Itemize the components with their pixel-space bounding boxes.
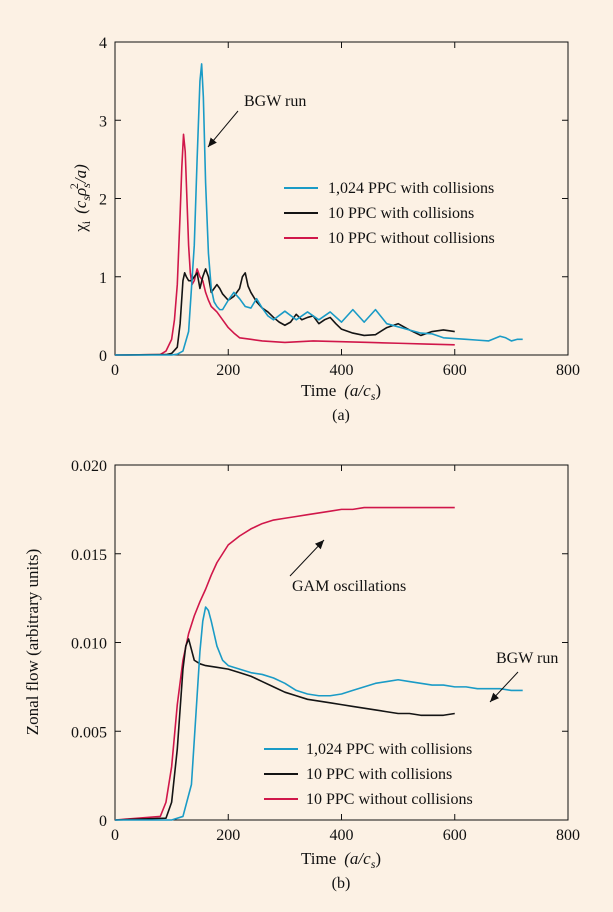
x-tick-label: 600 — [443, 827, 467, 844]
x-tick-label: 400 — [330, 827, 354, 844]
panel-b-legend: 1,024 PPC with collisions 10 PPC with co… — [264, 741, 473, 808]
panel-b-annotation-gam: GAM oscillations — [289, 539, 406, 595]
y-tick-label: 0.010 — [71, 636, 107, 653]
panel-b-caption: (b) — [332, 875, 351, 892]
panel-b-x-tick-labels: 0 200 400 600 800 — [111, 827, 580, 844]
x-tick-label: 800 — [556, 827, 580, 844]
panel-a-x-tick-labels: 0 200 400 600 800 — [111, 362, 580, 379]
y-tick-label: 0.020 — [71, 458, 107, 475]
y-tick-label: 0.015 — [71, 547, 107, 564]
panel-b-x-axis-label: Time (a/cs) — [301, 849, 381, 871]
annotation-arrow — [489, 671, 519, 703]
x-tick-label: 0 — [111, 827, 119, 844]
panel-b-y-tick-labels: 0 0.005 0.010 0.015 0.020 — [71, 458, 107, 830]
annotation-label: GAM oscillations — [292, 578, 406, 595]
y-tick-label: 3 — [99, 113, 107, 130]
series-line-1a9bc6 — [115, 606, 523, 821]
x-tick-label: 400 — [330, 362, 354, 379]
annotation-arrow — [289, 539, 325, 577]
panel-b-annotation-bgw: BGW run — [489, 650, 558, 703]
x-tick-label: 0 — [111, 362, 119, 379]
y-tick-label: 0 — [99, 348, 107, 365]
x-tick-label: 200 — [216, 827, 240, 844]
panel-a-y-tick-labels: 0 1 2 3 4 — [99, 35, 107, 365]
panel-a-y-axis-label: χi(csρs2/a) — [67, 164, 93, 233]
legend-label: 10 PPC with collisions — [306, 766, 452, 783]
panel-a-legend: 1,024 PPC with collisions 10 PPC with co… — [284, 180, 495, 247]
panel-a-annotation-bgw: BGW run — [207, 93, 306, 148]
series-line-d0174a — [114, 133, 455, 356]
series-line-141414 — [114, 268, 455, 356]
y-tick-label: 4 — [99, 35, 107, 52]
panel-a-ticks — [114, 41, 569, 356]
panel-a: 0 200 400 600 800 0 1 2 3 4 Time (a/cs) χi(csρs2/… — [67, 35, 580, 424]
y-tick-label: 2 — [99, 192, 107, 209]
legend-label: 1,024 PPC with collisions — [328, 180, 494, 197]
x-tick-label: 200 — [216, 362, 240, 379]
y-tick-label: 0.005 — [71, 724, 107, 741]
y-tick-label: 1 — [99, 270, 107, 287]
legend-label: 10 PPC without collisions — [328, 230, 495, 247]
series-line-141414 — [114, 638, 455, 821]
panel-a-x-axis-label: Time (a/cs) — [301, 381, 381, 403]
panel-a-series — [114, 63, 523, 356]
panel-b-series — [114, 506, 523, 821]
panel-b: 0 200 400 600 800 0 0.005 0.010 0.015 0.020 Time… — [23, 458, 580, 892]
legend-label: 10 PPC without collisions — [306, 791, 473, 808]
annotation-arrow — [207, 110, 239, 148]
legend-label: 1,024 PPC with collisions — [306, 741, 472, 758]
series-line-1a9bc6 — [115, 63, 523, 356]
panel-b-y-axis-label: Zonal flow (arbitrary units) — [23, 549, 42, 735]
x-tick-label: 600 — [443, 362, 467, 379]
legend-label: 10 PPC with collisions — [328, 205, 474, 222]
annotation-label: BGW run — [496, 650, 558, 667]
y-tick-label: 0 — [99, 813, 107, 830]
annotation-label: BGW run — [244, 93, 306, 110]
x-tick-label: 800 — [556, 362, 580, 379]
panel-a-plot-frame — [114, 41, 569, 356]
panel-a-caption: (a) — [332, 407, 350, 424]
